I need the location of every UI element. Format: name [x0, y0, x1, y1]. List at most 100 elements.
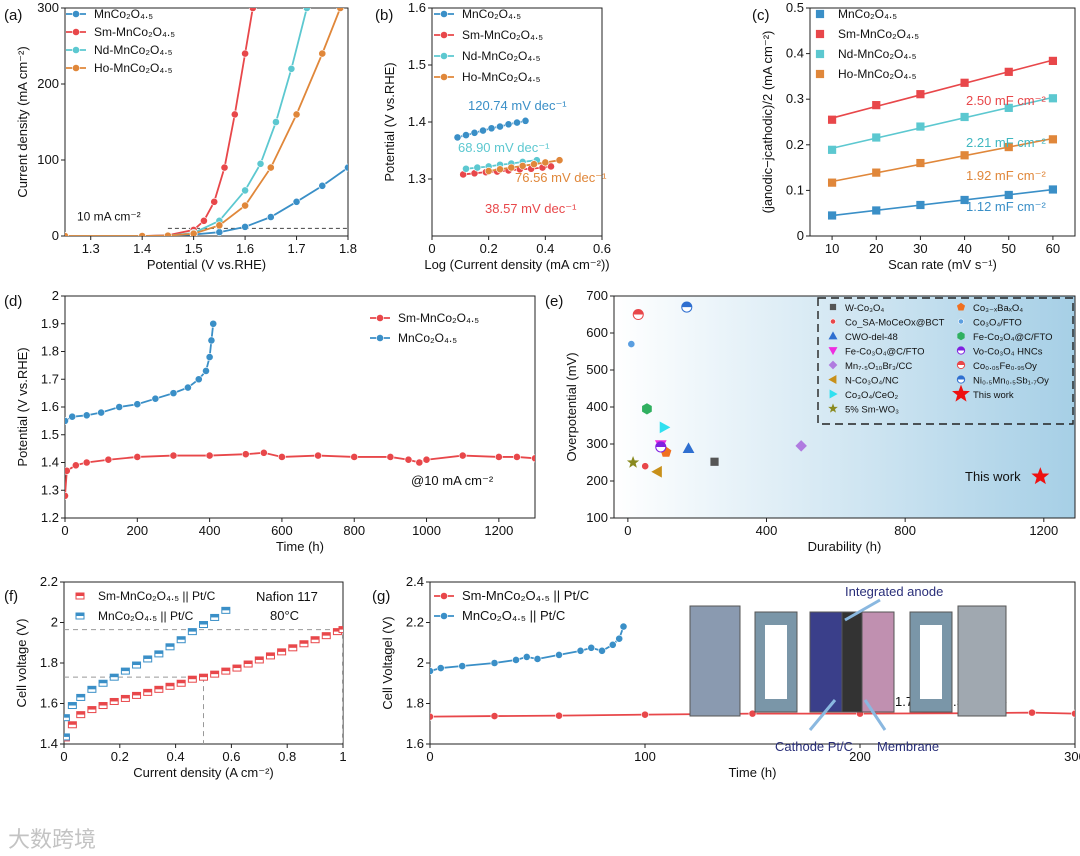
legend-label: Mn₇.₅O₁₀Br₃/CC [845, 361, 912, 372]
legend-marker [376, 334, 384, 342]
x-tick-label: 400 [199, 523, 221, 538]
legend-label: Co₃₋ₓBaₓO₄ [973, 303, 1023, 314]
series-line [65, 8, 342, 236]
data-point [109, 697, 119, 705]
data-point [209, 319, 218, 328]
data-point [120, 667, 130, 675]
plot-area [626, 301, 1050, 485]
data-point [541, 158, 550, 167]
data-point [248, 8, 257, 12]
legend-marker [440, 10, 448, 18]
data-point [266, 213, 275, 221]
data-point [484, 167, 493, 175]
data-point [827, 211, 837, 220]
data-point [415, 458, 424, 467]
series-7 [626, 456, 640, 468]
data-point-fill [99, 702, 108, 706]
series-2 [65, 8, 311, 236]
data-point [916, 122, 925, 131]
x-tick-label: 1.4 [133, 241, 151, 256]
data-point [165, 643, 175, 651]
legend-marker-fill [76, 613, 84, 616]
data-point [65, 416, 69, 425]
y-tick-label: 1.2 [41, 510, 59, 525]
legend-marker [828, 403, 838, 413]
annotation: 1.92 mF cm⁻² [966, 168, 1046, 183]
pointer-arrow [808, 699, 837, 731]
data-point-fill [266, 652, 275, 656]
data-point [65, 466, 71, 475]
legend-label: CWO-del-48 [845, 332, 898, 343]
data-point [404, 455, 413, 464]
data-point [960, 78, 969, 87]
legend-label: Ni₀.₅Mn₀.₅Sb₁.₇Oy [973, 376, 1049, 387]
annotation: Integrated anode [845, 584, 943, 599]
data-point [200, 216, 208, 225]
data-point [64, 733, 70, 741]
data-point-fill [177, 636, 186, 640]
series-0 [453, 116, 530, 142]
data-point-fill [154, 650, 163, 654]
data-point [97, 408, 106, 417]
data-point [187, 675, 197, 683]
legend-marker [829, 389, 838, 399]
data-point [176, 636, 186, 644]
legend-marker [828, 331, 838, 340]
x-tick-label: 0.4 [536, 241, 554, 256]
legend-label: Co₃O₄/CeO₂ [845, 390, 898, 401]
data-point [205, 451, 214, 460]
annotation: 2.50 mF cm⁻² [966, 93, 1046, 108]
legend-marker [72, 10, 80, 18]
data-point-fill [188, 628, 197, 632]
annotation: 1.12 mF cm⁻² [966, 199, 1046, 214]
data-point-fill [288, 644, 297, 648]
data-point [555, 156, 564, 165]
data-point [278, 453, 286, 461]
data-point [827, 115, 837, 124]
series-13 [681, 301, 693, 313]
data-point [436, 664, 445, 672]
legend-label: Sm-MnCo₂O₄.₅ || Pt/C [462, 588, 589, 603]
x-axis-label: Current density (A cm⁻²) [133, 765, 274, 780]
legend-marker [829, 303, 837, 311]
data-point [318, 49, 327, 58]
data-point-fill [244, 661, 253, 665]
y-tick-label: 0 [52, 228, 59, 243]
y-tick-label: 1.6 [408, 0, 426, 15]
data-point [310, 636, 320, 644]
legend-label: Sm-MnCo₂O₄.₅ [94, 25, 175, 39]
y-tick-label: 300 [37, 0, 59, 15]
x-tick-label: 0.2 [111, 749, 129, 764]
series-12 [632, 308, 644, 321]
panel-f: 0 0.2 0.4 0.6 0.8 1 1.4 1.6 1.8 2 2.2 Current densi… [4, 574, 347, 780]
x-axis-label: Log (Current density (mA cm⁻²)) [424, 257, 609, 272]
data-point [748, 709, 757, 718]
data-point [221, 667, 231, 675]
data-point-fill [143, 689, 152, 693]
data-point [210, 670, 220, 678]
legend-label: Fe-Co₃O₄@C/FTO [973, 332, 1053, 343]
data-point [655, 441, 667, 453]
data-point [120, 694, 130, 702]
y-tick-label: 500 [586, 362, 608, 377]
data-point [513, 118, 521, 127]
legend-label: Fe-Co₃O₄@C/FTO [845, 347, 925, 358]
x-tick-label: 1.3 [82, 241, 100, 256]
panel-label: (b) [375, 7, 393, 24]
x-tick-label: 0.6 [593, 241, 611, 256]
x-axis-label: Time (h) [729, 765, 777, 780]
y-tick-label: 1.7 [41, 371, 59, 386]
panel-c: 10 20 30 40 50 60 0 0.1 0.2 0.3 0.4 0.5 Scan rate (m… [752, 0, 1076, 272]
y-tick-label: 0.5 [786, 0, 804, 15]
legend-marker [828, 347, 838, 356]
data-point [1048, 56, 1058, 65]
data-point [1048, 94, 1058, 103]
series-3 [65, 8, 345, 236]
y-tick-label: 100 [37, 152, 59, 167]
data-point [531, 454, 535, 463]
legend-label: Co₀.₀₅Fe₀.₉₅Oy [973, 361, 1037, 372]
data-point-fill [221, 668, 230, 672]
plot-area [430, 622, 1075, 721]
data-point [194, 375, 203, 384]
